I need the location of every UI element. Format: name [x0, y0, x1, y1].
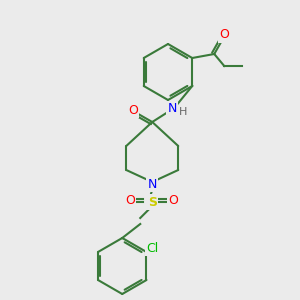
- Text: N: N: [168, 103, 177, 116]
- Text: Cl: Cl: [146, 242, 159, 254]
- Text: S: S: [148, 196, 157, 208]
- Text: O: O: [168, 194, 178, 208]
- Text: H: H: [179, 107, 188, 117]
- Text: O: O: [219, 28, 229, 41]
- Text: O: O: [128, 103, 138, 116]
- Text: N: N: [148, 178, 157, 190]
- Text: O: O: [125, 194, 135, 208]
